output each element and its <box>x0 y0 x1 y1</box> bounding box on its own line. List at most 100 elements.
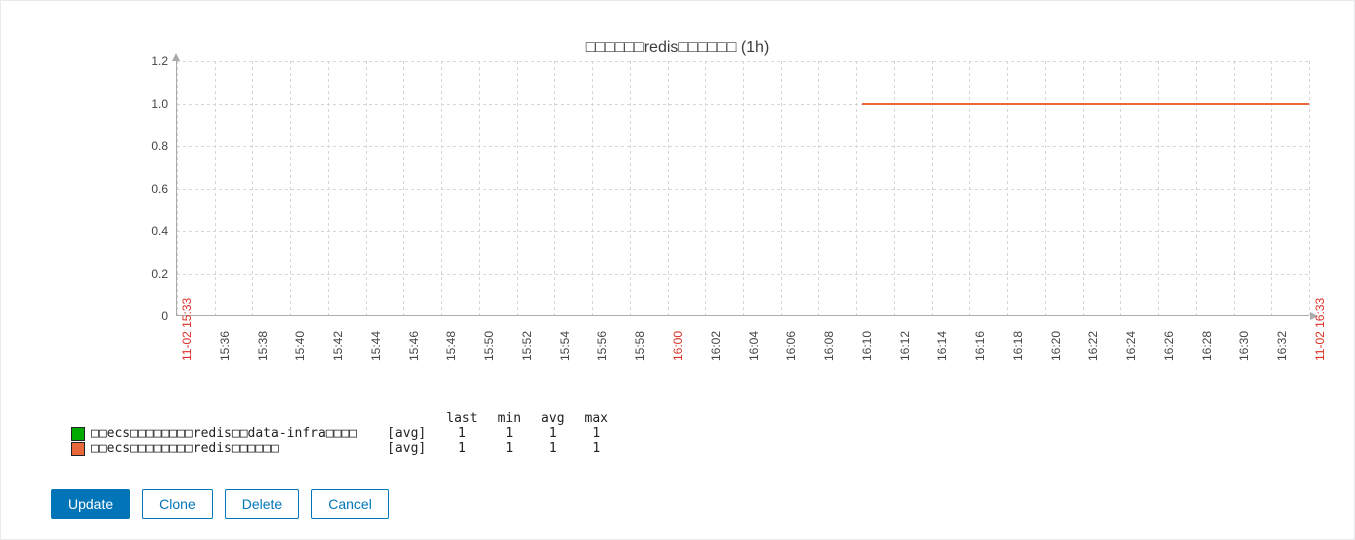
legend-min: 1 <box>488 441 531 456</box>
gridline-vertical <box>441 61 442 315</box>
gridline-vertical <box>818 61 819 315</box>
x-tick-label: 16:14 <box>935 331 949 361</box>
gridline-vertical <box>781 61 782 315</box>
chart-area: □□□□□□redis□□□□□□ (1h) 0 0.2 0.4 0.6 0.8 1.0 1… <box>21 11 1334 401</box>
x-tick-label: 15:42 <box>331 331 345 361</box>
clone-button[interactable]: Clone <box>142 489 213 519</box>
legend-table: last min avg max □□ecs□□□□□□□□redis□□dat… <box>61 411 618 456</box>
x-tick-label: 16:08 <box>822 331 836 361</box>
gridline-vertical <box>177 61 178 315</box>
legend-avg: 1 <box>531 426 574 441</box>
gridline-vertical <box>856 61 857 315</box>
legend-swatch-icon <box>71 442 85 456</box>
x-tick-label: 16:26 <box>1162 331 1176 361</box>
legend-series-name: □□ecs□□□□□□□□redis□□□□□□ <box>91 441 279 456</box>
button-bar: Update Clone Delete Cancel <box>51 489 389 519</box>
gridline-vertical <box>1007 61 1008 315</box>
gridline-vertical <box>743 61 744 315</box>
y-tick-label: 0.8 <box>151 139 168 153</box>
legend-row: □□ecs□□□□□□□□redis□□□□□□ [avg] 1 1 1 1 <box>61 441 618 456</box>
gridline-vertical <box>1196 61 1197 315</box>
x-tick-label: 16:00 <box>671 331 685 361</box>
legend-header-avg: avg <box>531 411 574 426</box>
x-tick-label: 16:24 <box>1124 331 1138 361</box>
delete-button[interactable]: Delete <box>225 489 299 519</box>
x-tick-label: 16:32 <box>1275 331 1289 361</box>
plot-area <box>176 61 1309 316</box>
legend-avg: 1 <box>531 441 574 456</box>
legend-swatch-icon <box>71 427 85 441</box>
x-tick-label: 16:10 <box>860 331 874 361</box>
x-tick-label: 16:18 <box>1011 331 1025 361</box>
legend-agg: [avg] <box>377 426 436 441</box>
x-tick-label: 15:44 <box>369 331 383 361</box>
gridline-vertical <box>215 61 216 315</box>
legend-header-row: last min avg max <box>61 411 618 426</box>
legend-max: 1 <box>575 426 618 441</box>
legend: last min avg max □□ecs□□□□□□□□redis□□dat… <box>61 411 618 456</box>
gridline-vertical <box>1120 61 1121 315</box>
cancel-button[interactable]: Cancel <box>311 489 389 519</box>
gridline-vertical <box>1083 61 1084 315</box>
y-tick-label: 0.6 <box>151 182 168 196</box>
gridline-vertical <box>1234 61 1235 315</box>
gridline-vertical <box>592 61 593 315</box>
gridline-vertical <box>366 61 367 315</box>
y-axis: 00.20.40.60.81.01.2 <box>136 61 176 316</box>
x-tick-label: 15:56 <box>595 331 609 361</box>
x-tick-label: 15:46 <box>407 331 421 361</box>
gridline-vertical <box>1158 61 1159 315</box>
x-tick-label: 15:52 <box>520 331 534 361</box>
legend-row: □□ecs□□□□□□□□redis□□data-infra□□□□ [avg]… <box>61 426 618 441</box>
gridline-vertical <box>894 61 895 315</box>
x-tick-label: 11-02 15:33 <box>180 298 194 361</box>
x-tick-label: 15:36 <box>218 331 232 361</box>
gridline-vertical <box>932 61 933 315</box>
x-tick-label: 16:22 <box>1086 331 1100 361</box>
gridline-vertical <box>403 61 404 315</box>
gridline-vertical <box>668 61 669 315</box>
x-tick-label: 15:54 <box>558 331 572 361</box>
legend-agg: [avg] <box>377 441 436 456</box>
x-tick-label: 15:38 <box>256 331 270 361</box>
gridline-vertical <box>479 61 480 315</box>
x-tick-label: 16:28 <box>1200 331 1214 361</box>
legend-last: 1 <box>436 426 487 441</box>
y-tick-label: 0.2 <box>151 267 168 281</box>
y-tick-label: 1.2 <box>151 54 168 68</box>
x-tick-label: 16:16 <box>973 331 987 361</box>
x-tick-label: 16:20 <box>1049 331 1063 361</box>
gridline-vertical <box>1271 61 1272 315</box>
x-tick-label: 11-02 16:33 <box>1313 298 1327 361</box>
x-tick-label: 16:06 <box>784 331 798 361</box>
gridline-vertical <box>705 61 706 315</box>
gridline-vertical <box>290 61 291 315</box>
gridline-vertical <box>328 61 329 315</box>
x-tick-label: 16:30 <box>1237 331 1251 361</box>
x-tick-label: 15:58 <box>633 331 647 361</box>
legend-series-name: □□ecs□□□□□□□□redis□□data-infra□□□□ <box>91 426 357 441</box>
legend-header-min: min <box>488 411 531 426</box>
y-tick-label: 0 <box>161 309 168 323</box>
chart-panel: □□□□□□redis□□□□□□ (1h) 0 0.2 0.4 0.6 0.8 1.0 1… <box>0 0 1355 540</box>
legend-header-max: max <box>575 411 618 426</box>
y-tick-label: 1.0 <box>151 97 168 111</box>
gridline-vertical <box>252 61 253 315</box>
x-tick-label: 15:50 <box>482 331 496 361</box>
x-tick-label: 16:02 <box>709 331 723 361</box>
series-line <box>862 103 1309 105</box>
chart-title: □□□□□□redis□□□□□□ (1h) <box>586 39 770 57</box>
y-tick-label: 0.4 <box>151 224 168 238</box>
gridline-vertical <box>517 61 518 315</box>
x-tick-label: 15:48 <box>444 331 458 361</box>
x-tick-label: 15:40 <box>293 331 307 361</box>
gridline-vertical <box>969 61 970 315</box>
update-button[interactable]: Update <box>51 489 130 519</box>
gridline-vertical <box>630 61 631 315</box>
legend-min: 1 <box>488 426 531 441</box>
x-tick-label: 16:04 <box>747 331 761 361</box>
gridline-vertical <box>1309 61 1310 315</box>
legend-header-last: last <box>436 411 487 426</box>
gridline-vertical <box>1045 61 1046 315</box>
legend-max: 1 <box>575 441 618 456</box>
